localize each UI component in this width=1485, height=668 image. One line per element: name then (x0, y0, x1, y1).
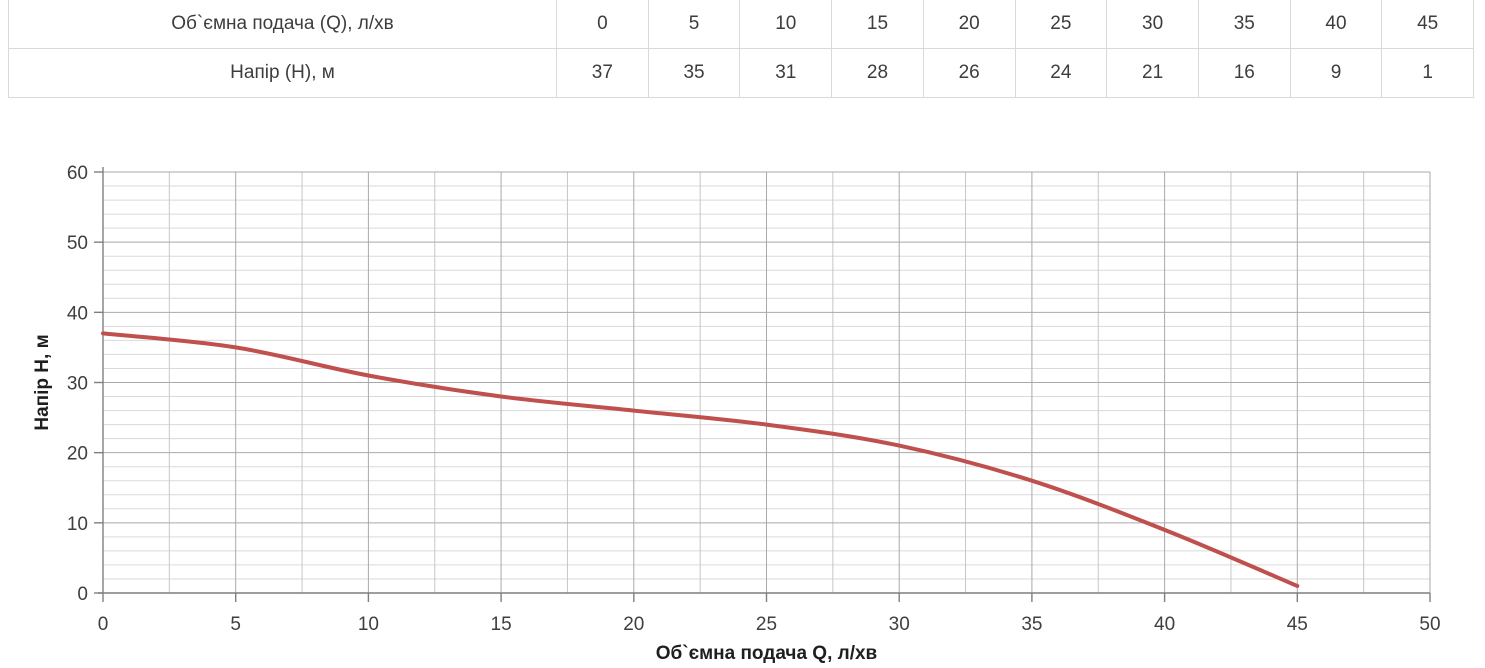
table-cell: 16 (1197, 49, 1290, 97)
x-tick-label: 30 (889, 614, 910, 635)
y-tick-label: 60 (67, 163, 88, 184)
pump-data-table: Об`ємна подача (Q), л/хв 0 5 10 15 20 25 30 35 40… (8, 0, 1474, 98)
x-tick-label: 15 (491, 614, 512, 635)
x-tick-label: 35 (1021, 614, 1042, 635)
table-cell: 25 (1014, 0, 1107, 48)
x-tick-label: 10 (358, 614, 379, 635)
x-tick-label: 0 (98, 614, 109, 635)
x-tick-label: 5 (230, 614, 241, 635)
pump-curve-chart: 0 5 10 15 20 25 30 35 40 45 50 0 10 20 30 40 50 60 Об`ємна… (0, 150, 1485, 668)
x-tick-label: 40 (1154, 614, 1175, 635)
x-tick-label: 25 (756, 614, 777, 635)
y-tick-label: 40 (67, 303, 88, 324)
row-label: Напір (Н), м (230, 62, 335, 83)
table-cell: 30 (1106, 0, 1198, 48)
x-axis-title: Об`ємна подача Q, л/хв (656, 643, 878, 664)
y-tick-label: 30 (67, 374, 88, 395)
x-tick-label: 20 (623, 614, 644, 635)
table-cell: 28 (831, 49, 923, 97)
x-tick-label: 45 (1287, 614, 1308, 635)
table-cell: 10 (739, 0, 831, 48)
table-cell: 15 (831, 0, 923, 48)
y-axis-title: Напір Н, м (32, 334, 53, 430)
table-row: Об`ємна подача (Q), л/хв 0 5 10 15 20 25 30 35 40… (9, 0, 1473, 49)
y-tick-label: 20 (67, 444, 88, 465)
table-cell: 0 (556, 0, 648, 48)
table-cell: 31 (739, 49, 831, 97)
pump-curve-line (101, 331, 1300, 588)
table-cell: 40 (1289, 0, 1382, 48)
table-cell: 24 (1014, 49, 1107, 97)
pump-curve-svg: 0 5 10 15 20 25 30 35 40 45 50 0 10 20 30 40 50 60 Об`ємна… (32, 163, 1441, 664)
row-label: Об`ємна подача (Q), л/хв (171, 13, 394, 34)
table-cell: 20 (922, 0, 1015, 48)
table-cell: 37 (556, 49, 648, 97)
table-cell: 35 (647, 49, 740, 97)
y-tick-label: 0 (77, 584, 88, 605)
table-cell: 21 (1106, 49, 1198, 97)
x-tick-label: 50 (1419, 614, 1440, 635)
table-cell: 9 (1289, 49, 1382, 97)
table-cell: 45 (1381, 0, 1473, 48)
y-tick-label: 10 (67, 514, 88, 535)
table-cell: 26 (922, 49, 1015, 97)
y-tick-label: 50 (67, 233, 88, 254)
table-row: Напір (Н), м 37 35 31 28 26 24 21 16 9 1 (9, 49, 1473, 97)
table-cell: 1 (1381, 49, 1473, 97)
table-cell: 5 (647, 0, 740, 48)
table-cell: 35 (1197, 0, 1290, 48)
